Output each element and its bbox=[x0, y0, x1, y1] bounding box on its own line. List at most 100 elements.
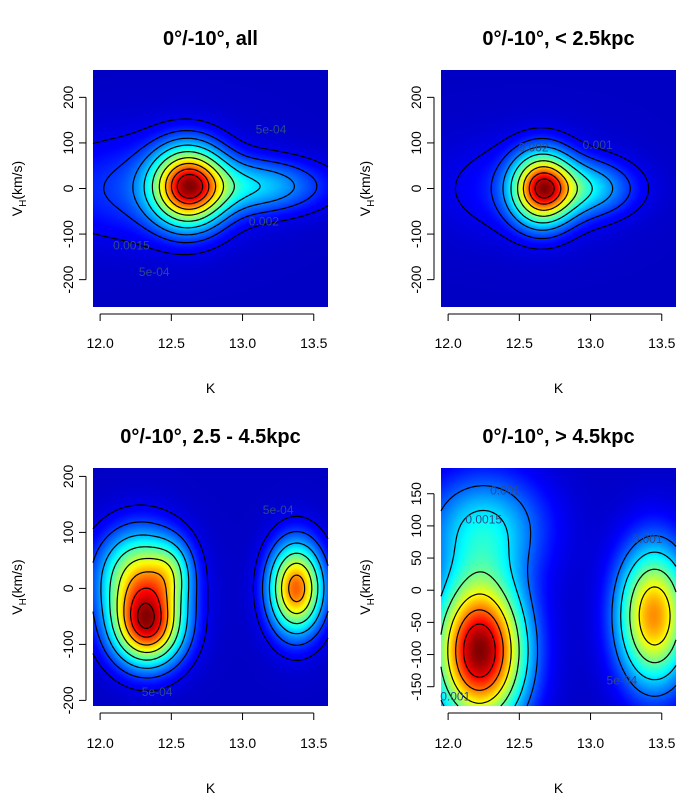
contour-label: 0.001 bbox=[440, 689, 470, 703]
contour-label: 5e-04 bbox=[263, 503, 294, 517]
x-tick-label: 13.0 bbox=[229, 735, 256, 751]
y-tick-label: 200 bbox=[60, 85, 76, 109]
y-axis-label-unit: (km/s) bbox=[357, 161, 373, 200]
x-axis-label: K bbox=[554, 380, 564, 396]
contour-line-1 bbox=[440, 485, 677, 707]
y-tick-label: -100 bbox=[60, 630, 76, 658]
contour-line-5 bbox=[455, 609, 504, 691]
y-axis-label: VH(km/s) bbox=[9, 161, 29, 216]
contour-line-6 bbox=[522, 166, 569, 211]
x-tick-label: 13.0 bbox=[577, 335, 604, 351]
panel-title: 0°/-10°, 2.5 - 4.5kpc bbox=[120, 426, 301, 448]
y-tick-label: -100 bbox=[408, 640, 424, 668]
x-tick-label: 12.0 bbox=[434, 735, 461, 751]
x-tick-label: 13.5 bbox=[648, 335, 675, 351]
x-tick-label: 12.0 bbox=[86, 735, 113, 751]
y-tick-label: -100 bbox=[60, 220, 76, 248]
x-tick-label: 13.5 bbox=[300, 335, 327, 351]
contour-line-1 bbox=[454, 127, 650, 250]
panel-3: 0°/-10°, 2.5 - 4.5kpc 5e-04 5e-04 200 100 0 -1… bbox=[9, 426, 329, 796]
contour-line-7 bbox=[130, 587, 162, 638]
contour-label: 5e-04 bbox=[256, 122, 287, 136]
density-heatmap bbox=[441, 468, 676, 706]
x-axis-label: K bbox=[206, 780, 216, 796]
contour-line-2 bbox=[440, 509, 677, 707]
y-axis-label-main: V bbox=[357, 605, 373, 615]
y-tick-label: -50 bbox=[408, 612, 424, 632]
y-tick-label: 0 bbox=[60, 184, 76, 192]
contour-line-6 bbox=[463, 623, 496, 678]
contour-line-3 bbox=[502, 146, 614, 231]
y-tick-label: -200 bbox=[408, 265, 424, 293]
contour-label: 5e-04 bbox=[139, 265, 170, 279]
y-tick-label: 150 bbox=[408, 482, 424, 506]
panel-4: 0°/-10°, > 4.5kpc 0.001 0.0015 0.001 5e-04 0.… bbox=[357, 426, 677, 796]
y-axis-label-sub: H bbox=[18, 598, 29, 605]
y-axis-label-main: V bbox=[9, 206, 25, 216]
y-tick-label: 100 bbox=[408, 514, 424, 538]
contour-line-7 bbox=[165, 162, 217, 210]
density-heatmap bbox=[441, 70, 676, 307]
contour-label: 0.002 bbox=[519, 140, 549, 154]
y-axis-label-sub: H bbox=[366, 598, 377, 605]
y-axis-label-unit: (km/s) bbox=[9, 161, 25, 200]
contour-line-4 bbox=[109, 546, 319, 661]
y-tick-label: 0 bbox=[60, 584, 76, 592]
contour-line-8 bbox=[170, 168, 210, 205]
x-tick-label: 13.5 bbox=[300, 735, 327, 751]
y-tick-label: 200 bbox=[60, 465, 76, 489]
contour-label: 5e-04 bbox=[142, 685, 173, 699]
contour-line-4 bbox=[510, 153, 593, 224]
y-tick-label: -150 bbox=[408, 672, 424, 700]
panel-1: 0°/-10°, all 5e-04 0.002 0.0015 5e-04 200 100 0… bbox=[9, 28, 329, 396]
y-axis-label: VH(km/s) bbox=[9, 559, 29, 614]
x-tick-label: 12.0 bbox=[434, 335, 461, 351]
x-axis-label: K bbox=[554, 780, 564, 796]
contour-line-5 bbox=[116, 557, 313, 654]
contour-line-8 bbox=[137, 602, 155, 629]
x-tick-label: 12.5 bbox=[158, 735, 185, 751]
contour-label: 0.001 bbox=[490, 484, 520, 498]
y-axis-label-sub: H bbox=[366, 200, 377, 207]
contour-line-3 bbox=[132, 137, 295, 236]
panel-title: 0°/-10°, > 4.5kpc bbox=[482, 426, 634, 448]
contour-label: 0.001 bbox=[583, 138, 613, 152]
contour-line-1 bbox=[92, 504, 329, 692]
y-tick-label: 100 bbox=[60, 521, 76, 545]
y-tick-label: 0 bbox=[408, 586, 424, 594]
contour-line-5 bbox=[151, 151, 235, 222]
panel-2: 0°/-10°, < 2.5kpc 0.002 0.001 200 100 0 -100 -2… bbox=[357, 28, 676, 396]
x-tick-label: 13.0 bbox=[577, 735, 604, 751]
y-axis-label: VH(km/s) bbox=[357, 161, 377, 216]
contour-line-9 bbox=[176, 173, 204, 199]
contour-line-7 bbox=[528, 172, 562, 205]
y-tick-label: -200 bbox=[60, 686, 76, 714]
contour-line-2 bbox=[103, 130, 318, 244]
contour-line-6 bbox=[123, 571, 306, 646]
x-tick-label: 12.0 bbox=[86, 335, 113, 351]
y-axis-label-main: V bbox=[357, 206, 373, 216]
contour-line-1 bbox=[92, 118, 329, 256]
contour-line-8 bbox=[534, 178, 555, 199]
contour-line-3 bbox=[100, 534, 325, 669]
y-tick-label: 100 bbox=[408, 131, 424, 155]
y-axis-label-unit: (km/s) bbox=[9, 559, 25, 598]
y-tick-label: 0 bbox=[408, 184, 424, 192]
contour-line-4 bbox=[143, 144, 261, 229]
panel-title: 0°/-10°, < 2.5kpc bbox=[482, 28, 634, 50]
contour-line-5 bbox=[517, 160, 578, 217]
contour-label: 5e-04 bbox=[607, 673, 638, 687]
x-tick-label: 12.5 bbox=[506, 735, 533, 751]
contour-line-6 bbox=[158, 157, 225, 216]
contour-line-3 bbox=[440, 568, 677, 707]
y-axis-label-sub: H bbox=[18, 200, 29, 207]
panel-title: 0°/-10°, all bbox=[163, 28, 258, 50]
contour-label: 0.0015 bbox=[465, 512, 502, 526]
y-axis-label-main: V bbox=[9, 605, 25, 615]
y-axis-label-unit: (km/s) bbox=[357, 559, 373, 598]
y-axis-label: VH(km/s) bbox=[357, 559, 377, 614]
x-tick-label: 13.5 bbox=[648, 735, 675, 751]
density-heatmap bbox=[93, 70, 328, 307]
x-tick-label: 12.5 bbox=[506, 335, 533, 351]
